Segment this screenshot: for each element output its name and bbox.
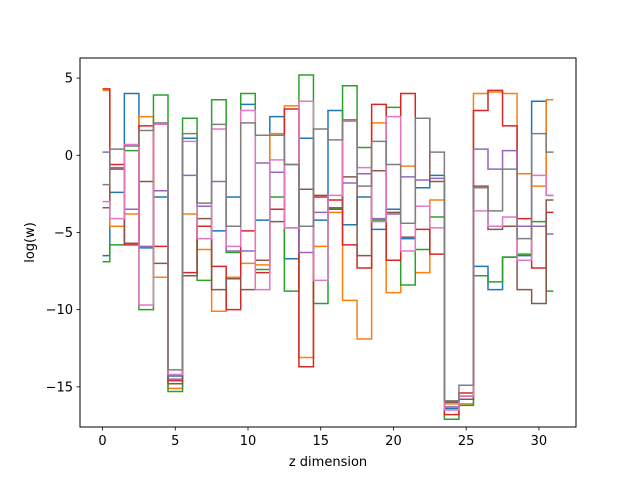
tick-layer: 0 5 10 15 20 25 30 −15 −10 −5 0 5 <box>46 72 548 449</box>
x-axis-label: z dimension <box>289 455 367 470</box>
y-tick-label: −5 <box>54 226 73 241</box>
series-line-1 <box>102 92 554 410</box>
series-line-8 <box>102 117 554 402</box>
series-line-7 <box>102 100 554 411</box>
x-tick-label: 15 <box>312 434 329 449</box>
y-axis-label: log(w) <box>23 222 38 263</box>
plot-frame <box>79 57 577 428</box>
y-tick-label: −15 <box>46 380 73 395</box>
x-tick-label: 30 <box>531 434 548 449</box>
y-tick-label: 0 <box>65 149 73 164</box>
x-tick-label: 20 <box>385 434 402 449</box>
y-tick-label: −10 <box>46 303 73 318</box>
x-tick-label: 0 <box>98 434 106 449</box>
x-tick-label: 5 <box>171 434 179 449</box>
x-tick-label: 25 <box>458 434 475 449</box>
x-tick-label: 10 <box>240 434 257 449</box>
series-layer <box>102 74 554 421</box>
y-tick-label: 5 <box>65 72 73 87</box>
